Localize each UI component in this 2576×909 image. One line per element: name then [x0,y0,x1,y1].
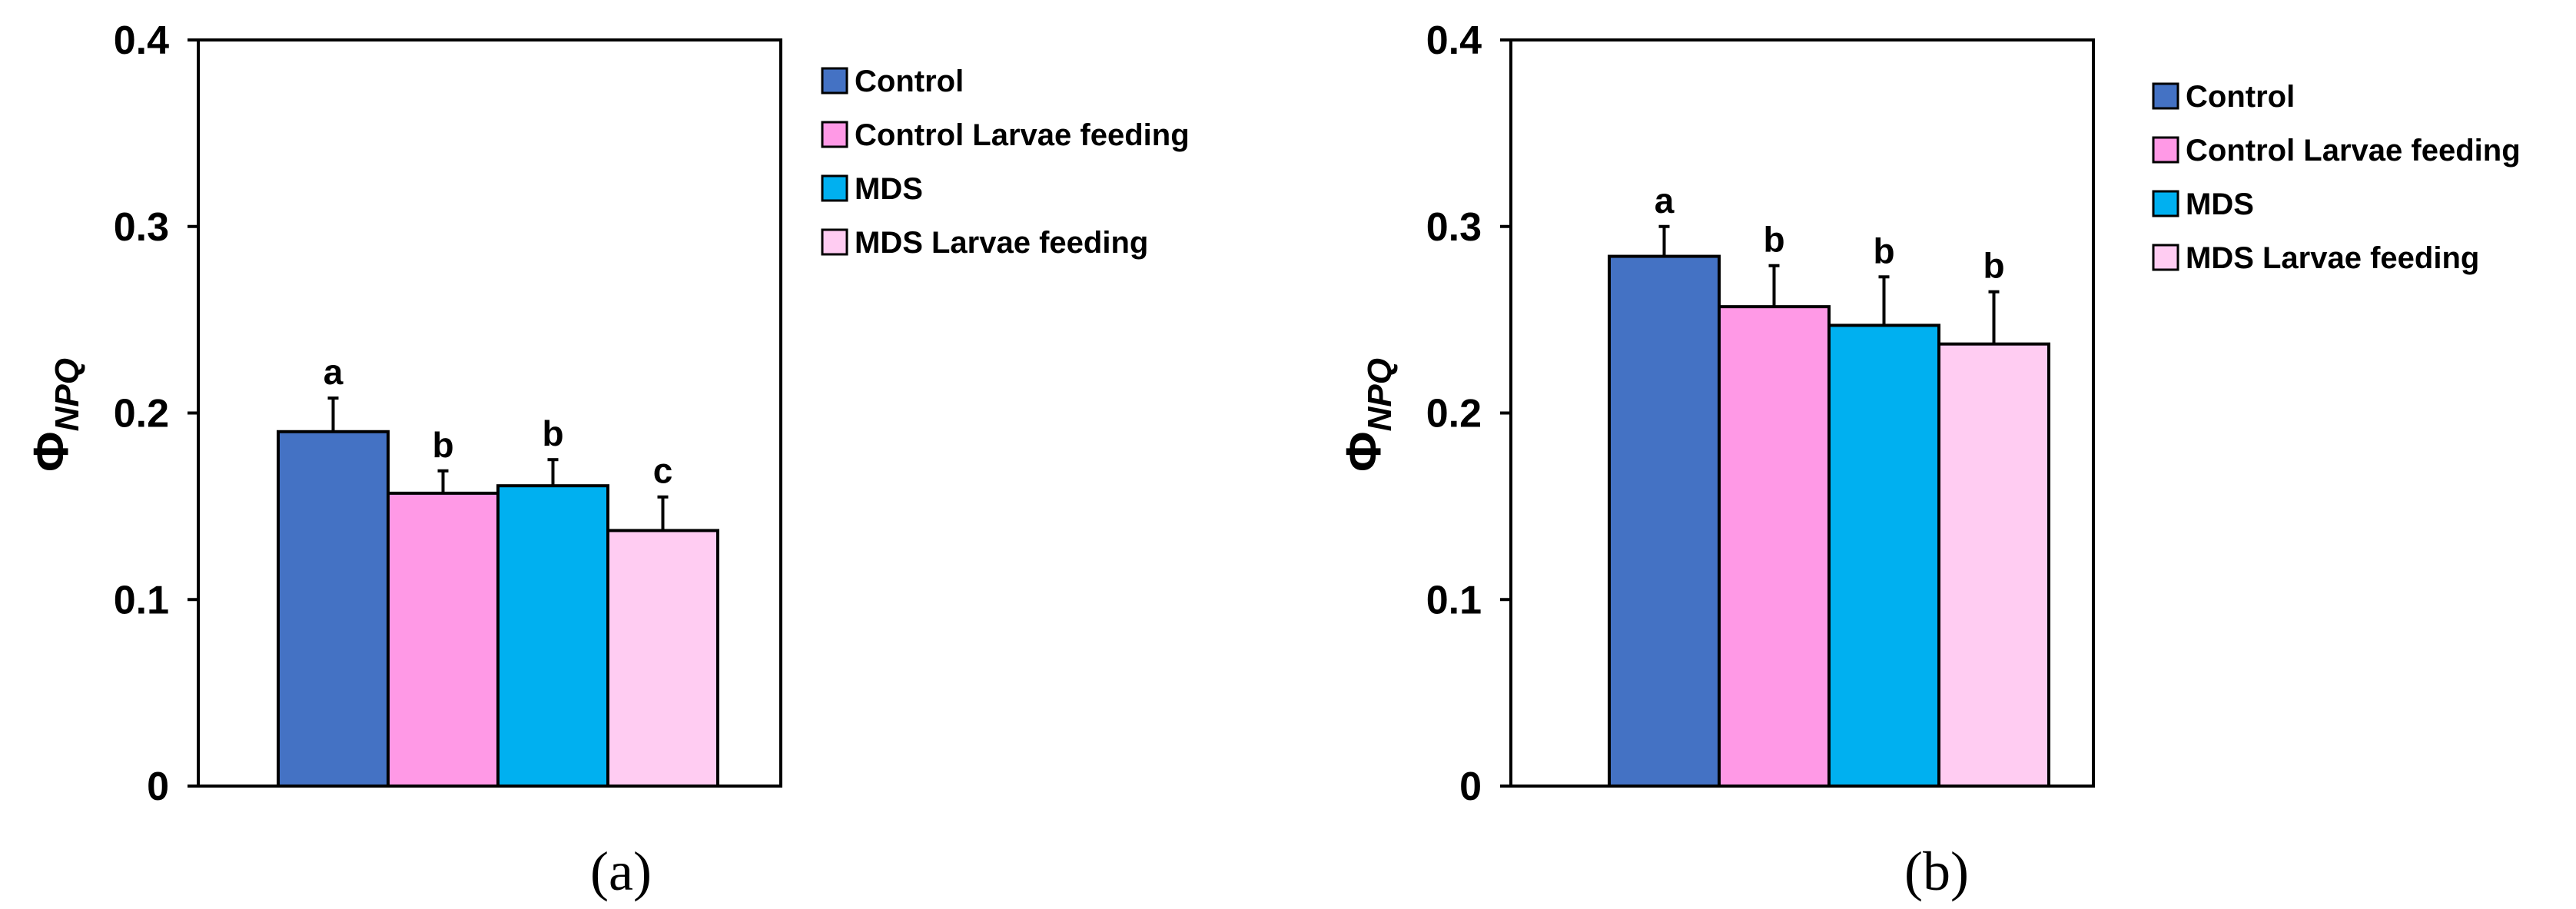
bar-control [1608,254,1721,788]
significance-label: a [324,352,344,392]
legend-label: Control Larvae feeding [855,118,1190,152]
legend-label: MDS Larvae feeding [855,226,1148,260]
legend-swatch [2152,190,2179,217]
legend-swatch [2152,82,2179,110]
y-axis-label: ΦNPQ [1336,358,1399,472]
y-tick-label: 0.1 [1426,578,1482,622]
panel-b: 0 0.1 0.2 0.3 0.4 a b b b Control Control Larvae… [1336,18,2521,902]
legend-label: MDS [855,172,923,206]
panel-label-b: (b) [1904,841,1969,902]
y-axis-label-symbol: Φ [23,431,78,472]
y-tick-label: 0.1 [114,578,169,622]
y-tick-label: 0.4 [114,18,169,63]
y-axis-tick-labels: 0 0.1 0.2 0.3 0.4 [114,18,169,809]
significance-label: b [1763,220,1784,260]
y-axis-label-symbol: Φ [1336,431,1391,472]
significance-label: b [1873,231,1894,270]
y-axis-label-subscript: NPQ [1361,358,1399,431]
significance-label: b [432,425,453,465]
legend-label: Control Larvae feeding [2186,134,2521,168]
significance-labels: a b b b [1655,181,2005,286]
error-bars [1658,224,2000,344]
legend-label: MDS [2186,187,2254,221]
error-bars [327,396,669,531]
legend-swatch [821,174,848,202]
legend-label: Control [2186,80,2295,114]
legend-swatch [821,121,848,148]
y-tick-label: 0 [1459,765,1482,809]
panel-label-a: (a) [590,841,652,902]
legend-label: MDS Larvae feeding [2186,241,2479,275]
significance-label: b [1983,246,2004,286]
y-tick-label: 0.2 [1426,392,1482,436]
bar-mds-larvae-feeding [1937,342,2050,788]
bar-mds [1827,323,1940,788]
legend: Control Control Larvae feeding MDS MDS Larv… [821,65,1190,260]
bar-control-larvae-feeding [1718,305,1831,788]
y-tick-label: 0 [147,765,169,809]
y-axis-ticks [1500,38,1511,788]
y-axis-ticks [188,38,198,788]
y-tick-label: 0.2 [114,392,169,436]
legend: Control Control Larvae feeding MDS MDS Larv… [2152,80,2521,275]
y-axis-tick-labels: 0 0.1 0.2 0.3 0.4 [1426,18,1482,809]
legend-swatch [2152,244,2179,271]
significance-labels: a b b c [324,352,673,491]
significance-label: c [653,451,673,491]
significance-label: b [542,413,563,453]
y-tick-label: 0.3 [1426,205,1482,250]
bar-control [277,430,390,788]
panel-a: 0 0.1 0.2 0.3 0.4 a b b c Control Control Larvae… [23,18,1190,902]
legend-swatch [821,67,848,95]
bar-mds-larvae-feeding [606,529,719,788]
legend-swatch [821,228,848,256]
y-axis-label: ΦNPQ [23,358,86,472]
bars [277,430,719,788]
y-tick-label: 0.4 [1426,18,1482,63]
bar-control-larvae-feeding [387,491,500,788]
significance-label: a [1655,181,1675,221]
legend-swatch [2152,136,2179,164]
bar-mds [496,484,609,788]
y-tick-label: 0.3 [114,205,169,250]
bars [1608,254,2050,788]
legend-label: Control [855,65,964,98]
y-axis-label-subscript: NPQ [48,358,86,431]
